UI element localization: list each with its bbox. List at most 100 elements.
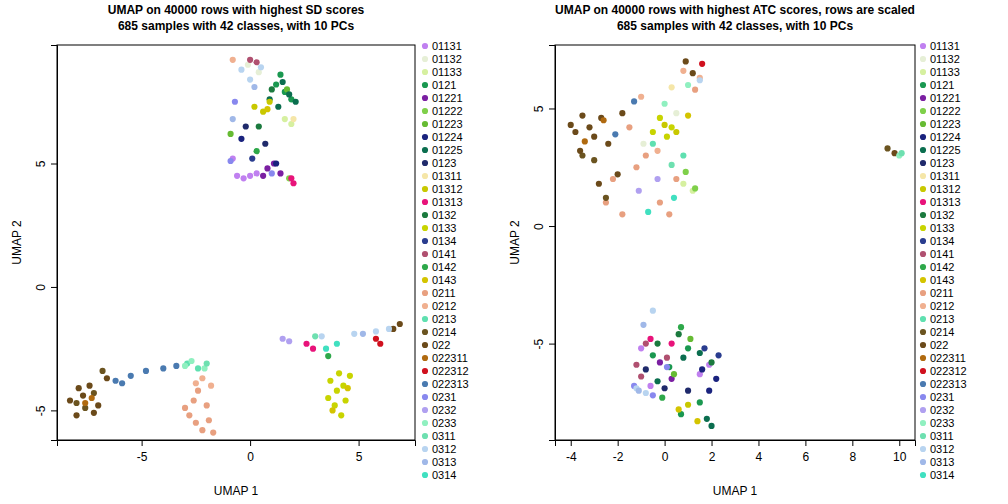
point: [119, 380, 125, 386]
point: [254, 148, 260, 154]
y-axis: -505: [532, 46, 556, 441]
legend-label: 01133: [432, 66, 462, 78]
point: [312, 333, 318, 339]
point: [95, 402, 101, 408]
x-tick-label: -5: [137, 450, 148, 464]
series: [657, 359, 675, 382]
legend-marker: [920, 160, 926, 166]
point: [269, 86, 275, 92]
point: [654, 148, 660, 154]
point: [286, 338, 292, 344]
x-axis: -505: [58, 440, 416, 464]
chart: UMAP on 40000 rows with highest ATC scor…: [508, 3, 967, 498]
subtitle: 685 samples with 42 classes, with 10 PCs: [617, 19, 853, 33]
series: [633, 341, 670, 380]
legend-label: 0314: [432, 469, 456, 481]
x-tick: 6: [803, 440, 810, 464]
legend-label: 022311: [930, 352, 966, 364]
point: [329, 407, 335, 413]
legend-marker: [422, 303, 428, 309]
legend-marker: [920, 238, 926, 244]
legend-label: 0312: [432, 443, 456, 455]
point: [685, 82, 691, 88]
legend-marker: [422, 43, 428, 49]
point: [290, 180, 296, 186]
point: [685, 402, 691, 408]
legend-label: 0232: [930, 404, 954, 416]
series: [182, 388, 216, 436]
point: [680, 68, 686, 74]
point: [204, 402, 210, 408]
legend-marker: [920, 108, 926, 114]
point: [638, 345, 644, 351]
legend-label: 01225: [432, 144, 463, 156]
point: [669, 124, 675, 130]
point: [373, 328, 379, 334]
series: [193, 57, 236, 389]
point: [654, 341, 660, 347]
x-tick-mark: [758, 440, 759, 446]
point: [676, 406, 682, 412]
point: [619, 211, 625, 217]
legend-marker: [422, 225, 428, 231]
point: [654, 176, 660, 182]
series: [264, 106, 350, 413]
legend-marker: [422, 316, 428, 322]
point: [591, 134, 597, 140]
series: [260, 160, 284, 179]
point: [673, 176, 679, 182]
legend-marker: [422, 472, 428, 478]
legend-marker: [920, 290, 926, 296]
point: [640, 322, 646, 328]
legend-label: 0233: [930, 417, 954, 429]
points: [67, 57, 403, 436]
y-axis-title: UMAP 2: [508, 220, 522, 265]
point: [73, 412, 79, 418]
y-tick: 0: [532, 223, 555, 230]
point: [143, 368, 149, 374]
series: [182, 358, 208, 372]
legend-label: 01133: [930, 66, 960, 78]
legend-label: 0233: [432, 417, 456, 429]
point: [273, 160, 279, 166]
x-tick-label: 0: [662, 450, 669, 464]
point: [373, 336, 379, 342]
point: [669, 341, 675, 347]
series: [238, 64, 392, 339]
y-tick: -5: [34, 405, 57, 416]
point: [345, 385, 351, 391]
legend-marker: [422, 407, 428, 413]
y-tick: -5: [532, 338, 555, 349]
point: [654, 378, 660, 384]
point: [325, 353, 331, 359]
legend-marker: [422, 355, 428, 361]
point: [673, 129, 679, 135]
x-tick: -4: [566, 440, 577, 464]
legend-label: 0121: [432, 79, 456, 91]
point: [104, 375, 110, 381]
series: [699, 61, 705, 67]
series: [67, 321, 403, 419]
point: [277, 170, 283, 176]
legend-marker: [920, 95, 926, 101]
series: [238, 136, 279, 167]
legend-marker: [422, 160, 428, 166]
x-tick-label: 6: [803, 450, 810, 464]
legend-label: 01313: [930, 196, 961, 208]
point: [99, 368, 105, 374]
series: [654, 350, 714, 429]
x-tick-mark: [142, 440, 143, 446]
series: [676, 112, 701, 424]
legend-label: 0132: [930, 209, 954, 221]
legend-marker: [920, 433, 926, 439]
legend-label: 0311: [432, 430, 456, 442]
legend-marker: [422, 56, 428, 62]
legend-marker: [422, 95, 428, 101]
x-axis-line: [58, 441, 416, 447]
legend-label: 022: [930, 339, 948, 351]
point: [254, 59, 260, 65]
point: [186, 412, 192, 418]
legend-label: 01222: [432, 105, 463, 117]
legend-label: 0211: [930, 287, 954, 299]
series: [73, 368, 105, 411]
